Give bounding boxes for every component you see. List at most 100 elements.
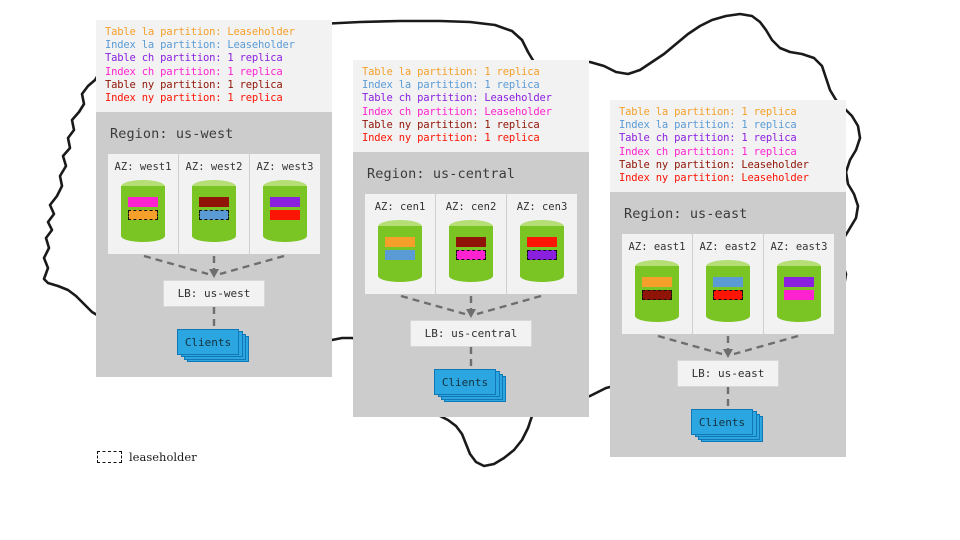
load-balancer-us-central[interactable]: LB: us-central	[409, 320, 533, 348]
partition-bar	[385, 250, 415, 261]
partition-bars	[777, 277, 821, 301]
az-cell-west1[interactable]: AZ: west1	[108, 154, 179, 255]
legend-us-west: Table la partition: Leaseholder Index la…	[96, 20, 332, 113]
az-to-lb-connectors	[108, 254, 320, 280]
lb-to-clients-connector	[108, 307, 320, 330]
partition-bar	[784, 290, 814, 301]
region-title: Region: us-east	[624, 206, 748, 223]
cylinder-bottom	[263, 230, 307, 243]
legend-line: Table la partition: 1 replica	[362, 66, 540, 78]
partition-bar-leaseholder	[199, 210, 229, 221]
leaseholder-swatch-icon	[97, 451, 122, 463]
az-label: AZ: west2	[185, 161, 243, 174]
partition-bar	[642, 277, 672, 288]
legend-line: Index ny partition: 1 replica	[362, 132, 540, 145]
partition-bars	[635, 277, 679, 301]
partition-bar	[385, 237, 415, 248]
legend-line: Table ny partition: Leaseholder	[619, 158, 809, 171]
legend-us-central: Table la partition: 1 replica Index la p…	[353, 60, 589, 153]
region-title: Region: us-west	[110, 126, 234, 143]
load-balancer-us-west[interactable]: LB: us-west	[162, 280, 266, 308]
az-row: AZ: east1 AZ: east2	[622, 234, 834, 335]
cylinder-bottom	[121, 230, 165, 243]
region-cluster-us-east: Table la partition: 1 replica Index la p…	[610, 100, 846, 458]
az-cell-cen1[interactable]: AZ: cen1	[365, 194, 436, 295]
partition-bar	[456, 237, 486, 248]
legend-line: Index ch partition: Leaseholder	[362, 105, 552, 118]
partition-bar	[784, 277, 814, 288]
az-cell-east2[interactable]: AZ: east2	[693, 234, 764, 335]
legend-us-east: Table la partition: 1 replica Index la p…	[610, 100, 846, 193]
partition-bars	[520, 237, 564, 261]
region-box-us-central: Region: us-central AZ: cen1 A	[353, 152, 589, 418]
cylinder-bottom	[378, 270, 422, 283]
partition-bars	[121, 197, 165, 221]
clients-row: Clients	[365, 369, 577, 403]
partition-bar-leaseholder	[713, 290, 743, 301]
database-cylinder[interactable]	[706, 260, 750, 323]
az-label: AZ: cen1	[374, 201, 426, 214]
database-cylinder[interactable]	[449, 220, 493, 283]
database-cylinder[interactable]	[263, 180, 307, 243]
region-box-us-east: Region: us-east AZ: east1 AZ:	[610, 192, 846, 458]
partition-bars	[706, 277, 750, 301]
clients-stack-us-west[interactable]: Clients	[177, 329, 251, 363]
clients-card-front[interactable]: Clients	[434, 369, 496, 396]
cylinder-bottom	[777, 310, 821, 323]
cylinder-bottom	[192, 230, 236, 243]
partition-bar-leaseholder	[128, 210, 158, 221]
database-cylinder[interactable]	[378, 220, 422, 283]
legend-line: Table la partition: Leaseholder	[105, 26, 295, 38]
region-cluster-us-west: Table la partition: Leaseholder Index la…	[96, 20, 332, 378]
partition-bars	[378, 237, 422, 261]
legend-line: Table ch partition: 1 replica	[105, 52, 283, 65]
legend-line: Index ch partition: 1 replica	[105, 65, 283, 78]
load-balancer-us-east[interactable]: LB: us-east	[676, 360, 780, 388]
partition-bar-leaseholder	[527, 250, 557, 261]
legend-line: Table ny partition: 1 replica	[362, 118, 540, 131]
az-to-lb-connectors	[622, 334, 834, 360]
legend-line: Table ch partition: Leaseholder	[362, 92, 552, 105]
az-cell-east1[interactable]: AZ: east1	[622, 234, 693, 335]
partition-bar-leaseholder	[456, 250, 486, 261]
az-row: AZ: cen1 AZ: cen2	[365, 194, 577, 295]
leaseholder-key-label: leaseholder	[129, 450, 197, 464]
az-label: AZ: cen2	[445, 201, 497, 214]
az-row: AZ: west1 AZ: west2	[108, 154, 320, 255]
az-cell-west3[interactable]: AZ: west3	[250, 154, 320, 255]
region-box-us-west: Region: us-west AZ: west1 AZ:	[96, 112, 332, 378]
clients-stack-us-east[interactable]: Clients	[691, 409, 765, 443]
partition-bars	[263, 197, 307, 221]
clients-row: Clients	[108, 329, 320, 363]
database-cylinder[interactable]	[121, 180, 165, 243]
partition-bars	[449, 237, 493, 261]
partition-bar	[128, 197, 158, 208]
clients-card-front[interactable]: Clients	[177, 329, 239, 356]
partition-bar	[527, 237, 557, 248]
cylinder-bottom	[520, 270, 564, 283]
load-balancer-row: LB: us-east	[622, 360, 834, 388]
az-cell-cen3[interactable]: AZ: cen3	[507, 194, 577, 295]
az-label: AZ: cen3	[516, 201, 568, 214]
database-cylinder[interactable]	[635, 260, 679, 323]
az-cell-east3[interactable]: AZ: east3	[764, 234, 834, 335]
partition-bars	[192, 197, 236, 221]
partition-bar	[270, 210, 300, 221]
lb-to-clients-connector	[622, 387, 834, 410]
az-label: AZ: east3	[770, 241, 828, 254]
database-cylinder[interactable]	[192, 180, 236, 243]
database-cylinder[interactable]	[520, 220, 564, 283]
az-cell-cen2[interactable]: AZ: cen2	[436, 194, 507, 295]
region-cluster-us-central: Table la partition: 1 replica Index la p…	[353, 60, 589, 418]
legend-line: Index la partition: Leaseholder	[105, 39, 295, 52]
legend-line: Index la partition: 1 replica	[619, 119, 797, 132]
clients-stack-us-central[interactable]: Clients	[434, 369, 508, 403]
legend-line: Index ny partition: 1 replica	[105, 92, 283, 105]
az-cell-west2[interactable]: AZ: west2	[179, 154, 250, 255]
leaseholder-key: leaseholder	[97, 450, 197, 464]
cylinder-bottom	[449, 270, 493, 283]
az-label: AZ: west1	[114, 161, 172, 174]
az-label: AZ: east1	[628, 241, 686, 254]
database-cylinder[interactable]	[777, 260, 821, 323]
clients-card-front[interactable]: Clients	[691, 409, 753, 436]
